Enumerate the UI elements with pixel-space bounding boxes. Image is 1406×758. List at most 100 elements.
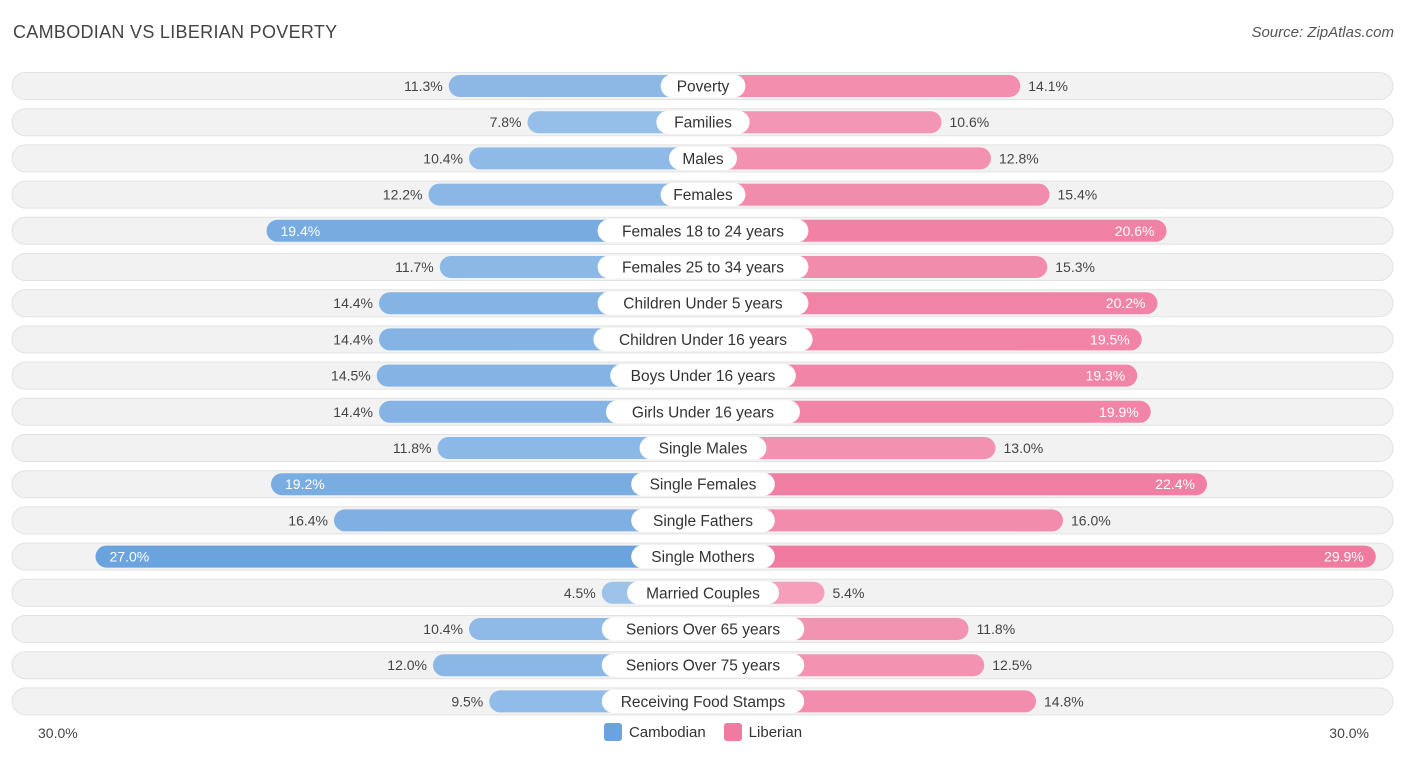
row-females: 12.2% 15.4% Females — [11, 180, 1394, 209]
row-females-18-to-24-years: 19.4% 20.6% Females 18 to 24 years — [11, 216, 1394, 245]
category-pill — [631, 472, 775, 496]
row-families: 7.8% 10.6% Families — [11, 108, 1394, 137]
bar-liberian — [703, 473, 1207, 496]
category-pill — [627, 581, 779, 605]
category-label: Families — [674, 115, 732, 132]
value-label-liberian: 14.8% — [1044, 693, 1084, 709]
category-pill — [610, 364, 796, 388]
category-label: Girls Under 16 years — [632, 404, 774, 421]
row-boys-under-16-years: 14.5% 19.3% Boys Under 16 years — [11, 361, 1394, 390]
category-label: Single Males — [659, 441, 748, 458]
category-pill — [601, 653, 805, 677]
value-label-cambodian: 10.4% — [423, 150, 463, 166]
row-receiving-food-stamps: 9.5% 14.8% Receiving Food Stamps — [11, 687, 1394, 716]
category-label: Children Under 5 years — [623, 296, 783, 313]
value-label-liberian: 16.0% — [1071, 512, 1111, 528]
bar-liberian — [703, 364, 1138, 387]
axis-right-label: 30.0% — [1329, 725, 1369, 741]
legend-item-liberian[interactable]: Liberian — [723, 723, 803, 741]
value-label-cambodian: 11.7% — [395, 259, 434, 275]
value-label-cambodian: 16.4% — [288, 512, 328, 528]
category-label: Females 18 to 24 years — [622, 223, 784, 240]
category-pill — [660, 183, 746, 207]
row-single-males: 11.8% 13.0% Single Males — [11, 434, 1394, 462]
value-label-cambodian: 11.8% — [393, 440, 432, 456]
value-label-liberian: 13.0% — [1004, 440, 1044, 456]
bar-liberian — [703, 545, 1376, 568]
source-credit: Source: ZipAtlas.com — [1251, 24, 1394, 41]
value-label-liberian: 19.5% — [1090, 331, 1130, 347]
value-label-cambodian: 14.4% — [333, 295, 373, 311]
category-label: Poverty — [677, 79, 730, 96]
row-females-25-to-34-years: 11.7% 15.3% Females 25 to 34 years — [11, 253, 1394, 281]
category-label: Seniors Over 75 years — [626, 658, 780, 675]
row-married-couples: 4.5% 5.4% Married Couples — [11, 578, 1394, 607]
category-pill — [631, 545, 775, 569]
bar-liberian — [703, 219, 1167, 242]
bar-cambodian — [428, 183, 703, 206]
value-label-cambodian: 12.0% — [387, 657, 427, 673]
category-pill — [660, 74, 746, 98]
value-label-cambodian: 14.4% — [333, 331, 373, 347]
legend-item-cambodian[interactable]: Cambodian — [603, 723, 706, 741]
category-pill — [639, 436, 767, 460]
bar-cambodian — [448, 75, 703, 97]
category-label: Females — [673, 187, 733, 204]
value-label-liberian: 15.3% — [1055, 259, 1095, 275]
legend-label-cambodian: Cambodian — [628, 723, 706, 741]
category-label: Single Fathers — [653, 513, 753, 530]
category-label: Seniors Over 65 years — [626, 622, 780, 639]
category-pill — [631, 508, 775, 532]
value-label-liberian: 10.6% — [950, 114, 990, 130]
category-label: Boys Under 16 years — [631, 368, 776, 385]
value-label-cambodian: 10.4% — [423, 621, 463, 637]
value-label-liberian: 14.1% — [1028, 78, 1068, 94]
bar-liberian — [703, 75, 1021, 97]
axis-left-label: 30.0% — [38, 725, 78, 741]
category-pill — [597, 219, 809, 243]
value-label-cambodian: 14.5% — [331, 368, 371, 384]
value-label-cambodian: 7.8% — [490, 114, 522, 130]
value-label-liberian: 12.8% — [999, 150, 1039, 166]
value-label-liberian: 19.3% — [1086, 368, 1126, 384]
category-label: Married Couples — [646, 585, 760, 602]
bar-liberian — [703, 509, 1063, 532]
value-label-cambodian: 9.5% — [451, 693, 483, 709]
category-label: Single Females — [650, 477, 757, 494]
category-label: Males — [682, 151, 724, 168]
value-label-liberian: 5.4% — [833, 585, 865, 601]
bar-liberian — [703, 400, 1151, 423]
chart-title: CAMBODIAN VS LIBERIAN POVERTY — [13, 22, 338, 42]
bar-liberian — [703, 328, 1142, 351]
row-seniors-over-75-years: 12.0% 12.5% Seniors Over 75 years — [11, 651, 1394, 680]
row-single-females: 19.2% 22.4% Single Females — [11, 470, 1394, 499]
value-label-cambodian: 14.4% — [333, 404, 373, 420]
bar-liberian — [703, 111, 942, 134]
value-label-liberian: 29.9% — [1324, 549, 1364, 565]
category-pill — [669, 146, 737, 170]
bar-cambodian — [437, 437, 703, 459]
legend-swatch-cambodian — [603, 723, 622, 741]
category-label: Single Mothers — [651, 549, 755, 566]
bar-liberian — [703, 183, 1050, 206]
bar-cambodian — [469, 147, 703, 170]
category-label: Receiving Food Stamps — [621, 694, 786, 711]
value-label-cambodian: 19.4% — [281, 223, 321, 239]
row-poverty: 11.3% 14.1% Poverty — [11, 72, 1394, 100]
legend-label-liberian: Liberian — [748, 723, 803, 741]
bar-cambodian — [334, 509, 703, 532]
legend-swatch-liberian — [723, 723, 742, 741]
value-label-liberian: 15.4% — [1058, 187, 1098, 203]
category-pill — [601, 617, 805, 641]
value-label-cambodian: 19.2% — [285, 476, 325, 492]
row-males: 10.4% 12.8% Males — [11, 144, 1394, 173]
category-pill — [597, 291, 809, 315]
value-label-cambodian: 4.5% — [564, 585, 596, 601]
value-label-cambodian: 11.3% — [404, 78, 443, 94]
bar-liberian — [703, 292, 1158, 315]
bar-liberian — [703, 147, 991, 170]
row-seniors-over-65-years: 10.4% 11.8% Seniors Over 65 years — [11, 615, 1394, 643]
value-label-liberian: 11.8% — [977, 621, 1016, 637]
row-girls-under-16-years: 14.4% 19.9% Girls Under 16 years — [11, 397, 1394, 426]
